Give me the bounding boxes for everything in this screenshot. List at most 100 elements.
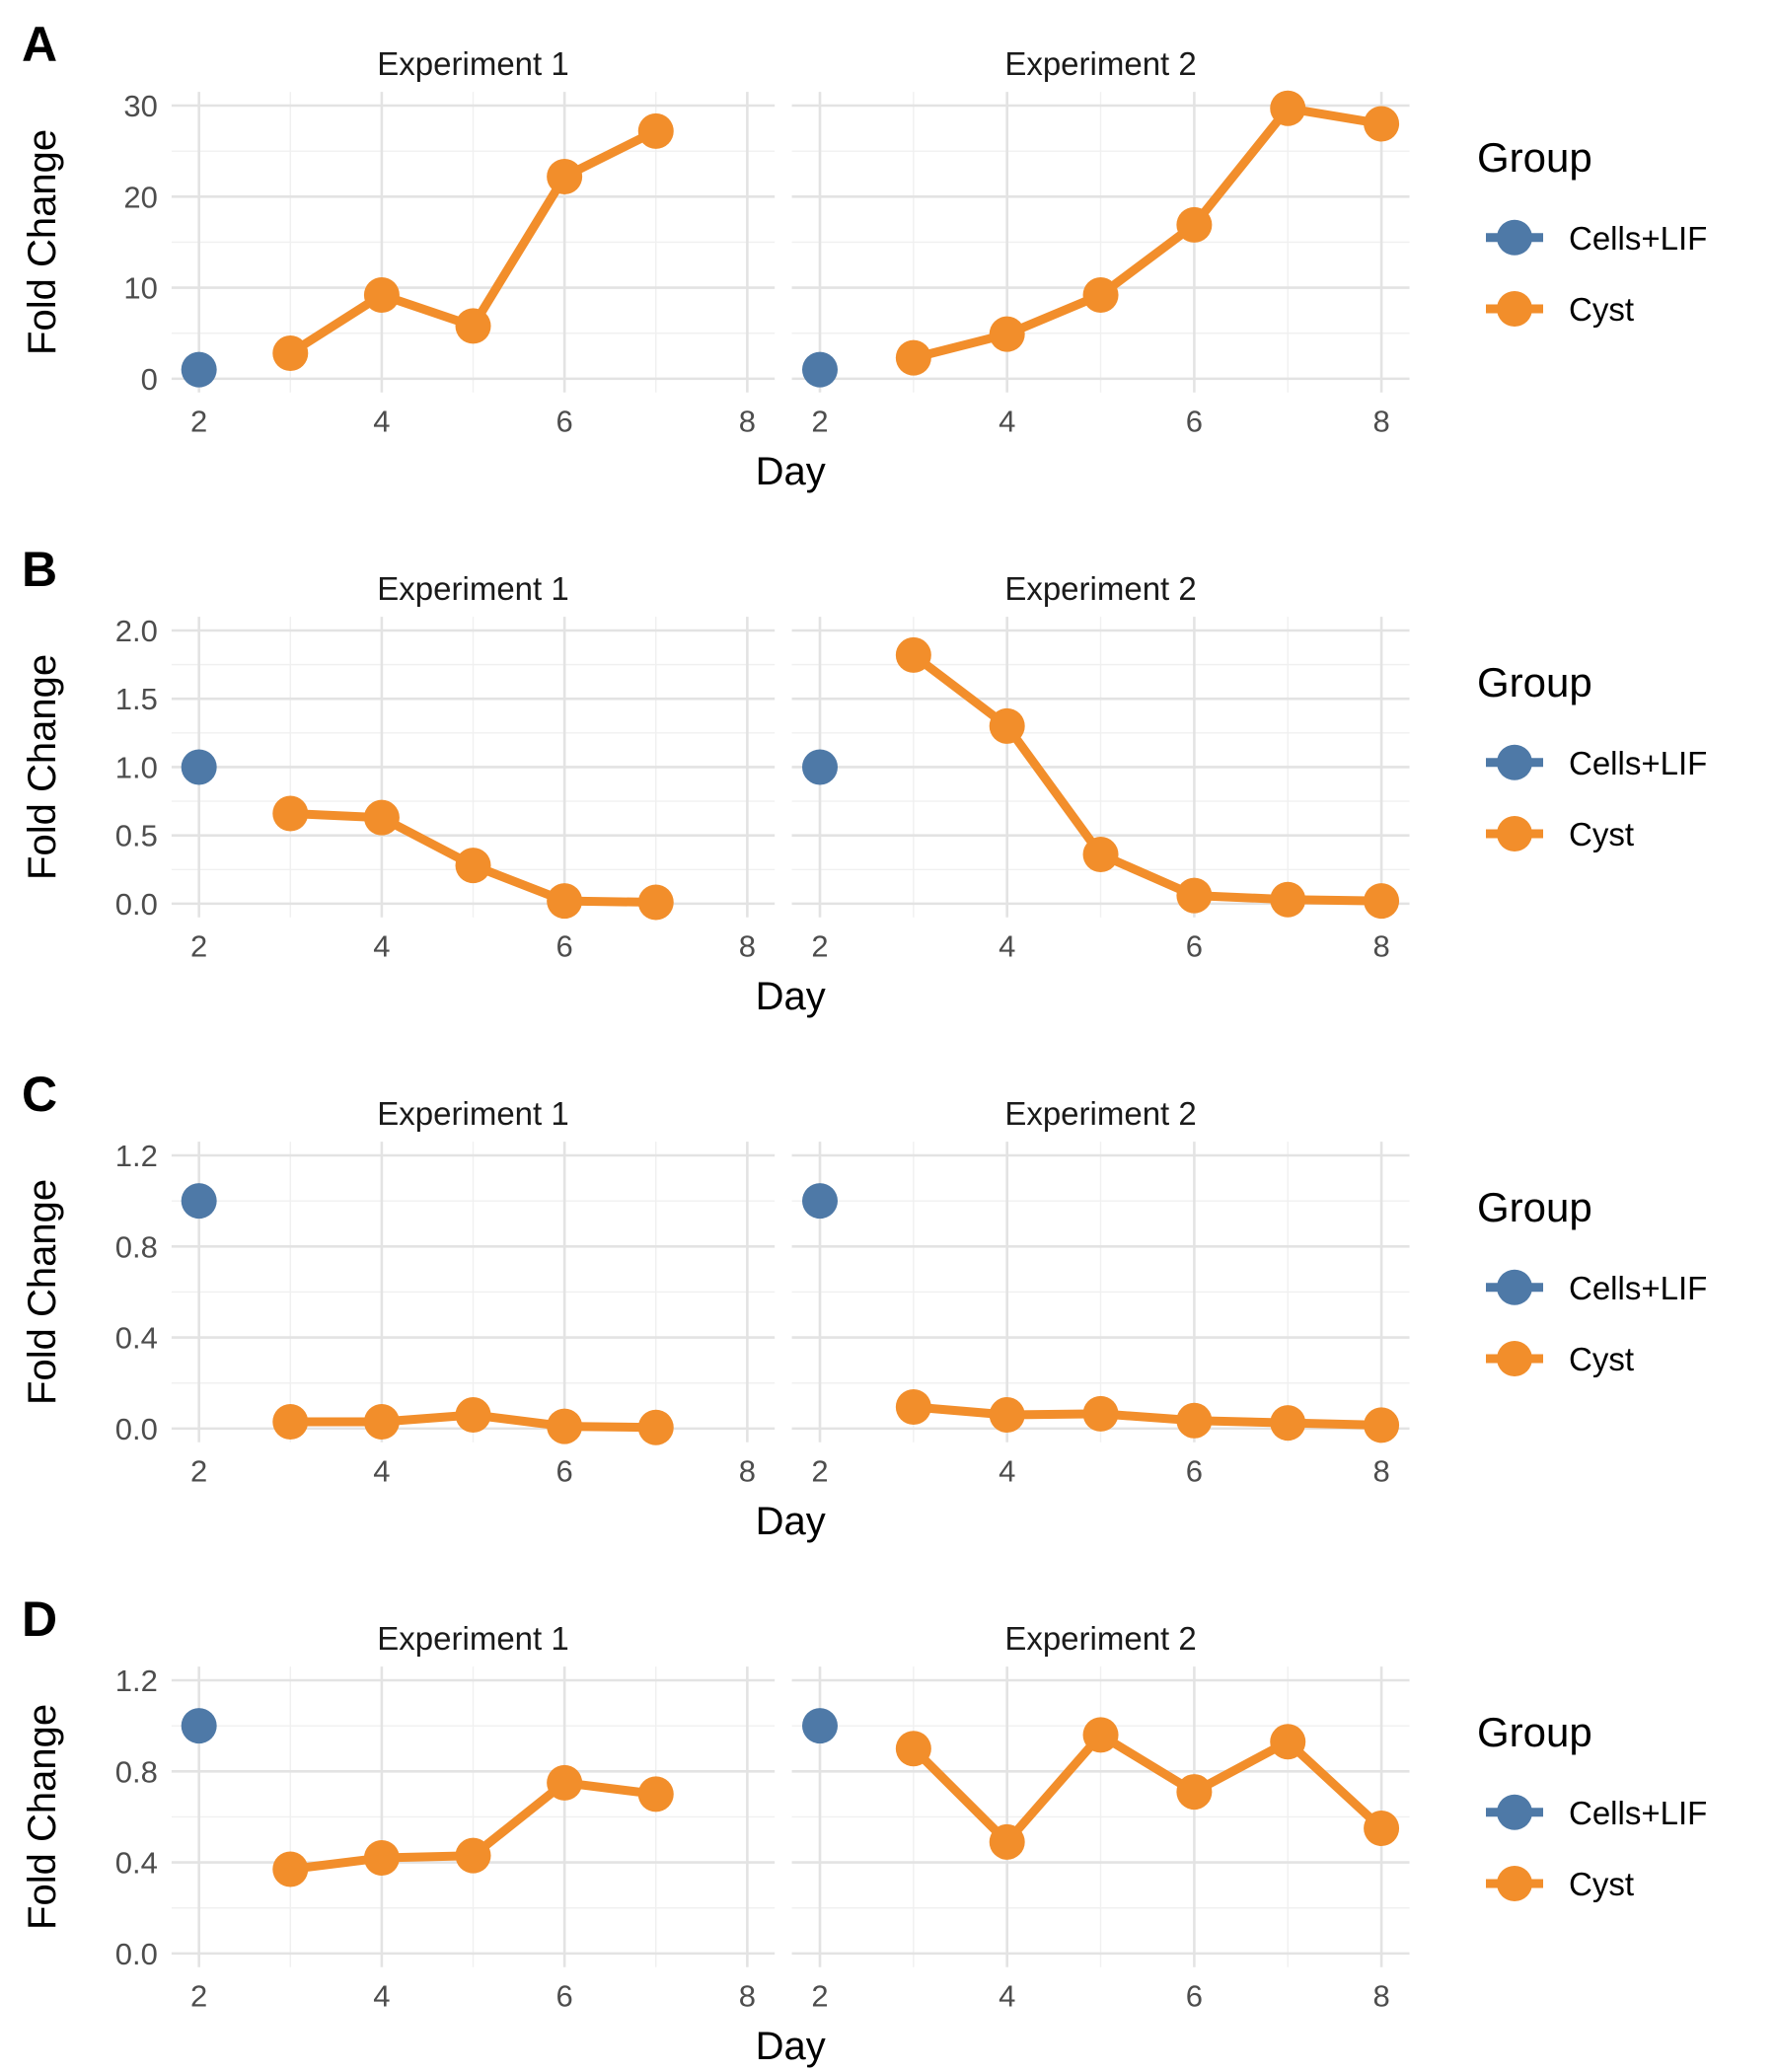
data-point	[637, 884, 674, 921]
data-point	[802, 1708, 839, 1744]
x-tick-label: 8	[1372, 1453, 1389, 1488]
x-tick-label: 8	[739, 1978, 756, 2013]
series-cyst	[895, 636, 1400, 920]
y-tick-label: 0.4	[115, 1846, 158, 1881]
y-tick-label: 0	[141, 362, 158, 397]
facet-title: Experiment 2	[1004, 1620, 1196, 1657]
legend-entry-cells-lif: Cells+LIF	[1486, 1794, 1707, 1831]
legend-label: Cells+LIF	[1569, 745, 1707, 781]
x-tick-label: 8	[739, 928, 756, 963]
series-cyst	[272, 112, 674, 372]
data-point	[1176, 206, 1213, 243]
x-tick-label: 6	[556, 1978, 573, 2013]
y-tick-label: 2.0	[115, 614, 158, 648]
series-line	[909, 104, 1386, 363]
panel-letter: B	[22, 542, 57, 597]
y-tick-label: 0.0	[115, 1937, 158, 1971]
series-cells-lif	[802, 1708, 839, 1744]
data-point	[1364, 1810, 1400, 1846]
data-point	[455, 308, 491, 344]
facet-title: Experiment 2	[1004, 570, 1196, 607]
legend-entry-cells-lif: Cells+LIF	[1486, 744, 1707, 781]
legend-entry-cyst: Cyst	[1486, 815, 1634, 852]
data-point	[272, 1851, 309, 1887]
panel-a: A Experiment 1 2 4 6 8 0 10 20 30 Experiment 2 2 4 6 8…	[21, 17, 1707, 493]
legend: Group Cells+LIF Cyst	[1477, 1709, 1707, 1902]
y-tick-label: 0.8	[115, 1754, 158, 1789]
data-point	[181, 1183, 217, 1220]
y-axis-title: Fold Change	[21, 654, 64, 880]
x-tick-label: 6	[1186, 928, 1203, 963]
panel-d: D Experiment 12 4 6 80.00.40.81.2Experiment …	[21, 1591, 1707, 2068]
data-point	[455, 848, 491, 884]
series-cyst	[272, 795, 674, 921]
legend-key-point	[1497, 1269, 1532, 1305]
legend-key-point	[1497, 219, 1532, 256]
legend-label: Cells+LIF	[1569, 1795, 1707, 1831]
data-point	[1176, 1774, 1213, 1811]
legend: Group Cells+LIF Cyst	[1477, 134, 1707, 328]
legend-label: Cyst	[1569, 291, 1634, 328]
legend-entry-cyst: Cyst	[1486, 1340, 1634, 1377]
facet-1: Experiment 1 2 4 6 8 0.0 0.5 1.0 1.5 2.0	[115, 570, 776, 963]
series-cells-lif	[802, 351, 839, 388]
data-point	[895, 1388, 931, 1425]
panel-letter: A	[22, 17, 57, 72]
series-cyst	[895, 1388, 1400, 1443]
legend-entry-cyst: Cyst	[1486, 1865, 1634, 1902]
data-point	[1270, 1405, 1306, 1442]
data-point	[895, 1731, 931, 1767]
x-tick-label: 2	[190, 1453, 207, 1488]
data-point	[1082, 1395, 1119, 1432]
y-tick-label: 10	[123, 271, 157, 306]
y-tick-label: 20	[123, 180, 157, 214]
x-tick-label: 8	[739, 404, 756, 438]
legend-title: Group	[1477, 659, 1592, 705]
data-point	[1364, 106, 1400, 142]
series-cells-lif	[181, 1708, 217, 1744]
legend-label: Cyst	[1569, 816, 1634, 852]
series-cells-lif	[181, 351, 217, 388]
y-tick-label: 0.5	[115, 819, 158, 853]
legend: Group Cells+LIF Cyst	[1477, 659, 1707, 852]
x-tick-label: 4	[373, 404, 390, 438]
data-point	[455, 1837, 491, 1874]
data-point	[802, 1183, 839, 1220]
panel-letter: D	[22, 1591, 57, 1647]
data-point	[989, 707, 1025, 744]
x-tick-label: 4	[999, 928, 1015, 963]
data-point	[181, 749, 217, 785]
data-point	[802, 749, 839, 785]
series-cyst	[272, 1397, 674, 1445]
y-tick-label: 1.5	[115, 682, 158, 716]
legend-title: Group	[1477, 134, 1592, 181]
panel-b: B Experiment 12 4 6 80.00.51.01.52.0Experime…	[21, 542, 1707, 1018]
series-line	[909, 1730, 1386, 1847]
legend-entry-cells-lif: Cells+LIF	[1486, 219, 1707, 257]
x-tick-label: 2	[811, 1453, 828, 1488]
data-point	[637, 112, 674, 149]
x-tick-label: 6	[556, 1453, 573, 1488]
y-tick-label: 0.0	[115, 887, 158, 922]
series-line	[909, 650, 1386, 906]
data-point	[895, 339, 931, 376]
facet-title: Experiment 2	[1004, 1095, 1196, 1132]
y-tick-label: 0.8	[115, 1229, 158, 1264]
data-point	[1176, 877, 1213, 914]
legend-key-point	[1497, 1865, 1532, 1901]
facet-1: Experiment 1 2 4 6 8 0.0 0.4 0.8 1.2	[115, 1620, 776, 2013]
data-point	[989, 316, 1025, 352]
x-tick-label: 4	[999, 1453, 1015, 1488]
x-tick-label: 4	[999, 1978, 1015, 2013]
data-point	[1082, 1717, 1119, 1753]
data-point	[1270, 90, 1306, 126]
panel-c: C Experiment 12 4 6 80.00.40.81.2Experiment …	[21, 1067, 1707, 1543]
series-cyst	[895, 90, 1400, 376]
data-point	[181, 1708, 217, 1744]
data-point	[1176, 1402, 1213, 1439]
data-point	[272, 335, 309, 372]
y-tick-label: 1.0	[115, 750, 158, 784]
x-tick-label: 8	[1372, 1978, 1389, 2013]
data-point	[547, 1408, 583, 1444]
data-point	[989, 1397, 1025, 1434]
